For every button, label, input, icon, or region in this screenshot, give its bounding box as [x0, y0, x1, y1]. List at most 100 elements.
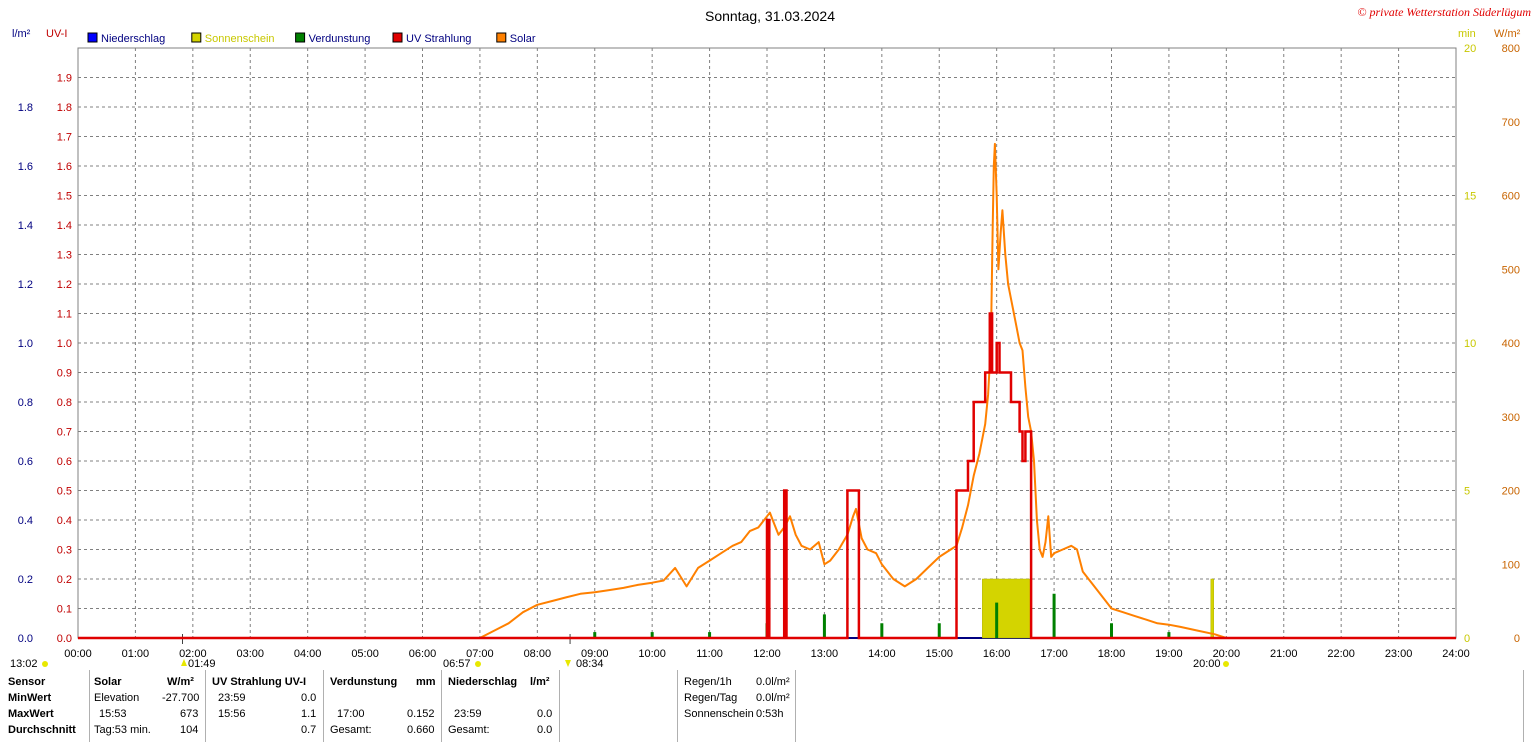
rain-tick-label: 0.8 [18, 397, 33, 409]
x-tick-label: 09:00 [581, 648, 609, 660]
evaporation-bar [1052, 593, 1056, 638]
solar-unit: W/m² [167, 676, 194, 688]
astro-moonset: 01:49 [188, 658, 216, 670]
rain-tick-label: 1.4 [18, 220, 33, 232]
solar-avg-label: Tag:53 min. [94, 724, 151, 736]
solar-avg-value: 104 [180, 724, 199, 736]
uv-tick-label: 1.0 [57, 338, 72, 350]
regen-1h-label: Regen/1h [684, 676, 732, 688]
legend-label: Verdunstung [309, 33, 371, 45]
rain-tick-label: 0.6 [18, 456, 33, 468]
series [78, 142, 1456, 640]
rain-tick-label: 0.4 [18, 515, 33, 527]
rain-total-label: Gesamt: [448, 724, 490, 736]
rain-header: Niederschlag [448, 676, 518, 688]
left-unit-rain: l/m² [12, 28, 31, 40]
evaporation-bar [880, 623, 884, 638]
evaporation-bar [1110, 623, 1113, 638]
solar-tick-label: 600 [1502, 191, 1520, 203]
divider [1523, 670, 1524, 742]
solar-series-line [479, 142, 1227, 639]
uv-tick-label: 1.4 [57, 220, 72, 232]
x-tick-label: 05:00 [351, 648, 379, 660]
evaporation-bar [822, 614, 826, 638]
uv-tick-label: 0.3 [57, 545, 72, 557]
uv-tick-label: 0.0 [57, 633, 72, 645]
uv-tick-label: 1.1 [57, 309, 72, 321]
x-tick-label: 23:00 [1385, 648, 1413, 660]
solar-min-label: Elevation [94, 692, 140, 704]
astro-sunrise: 06:57 [443, 658, 471, 670]
astro-left-edge: 13:02 [10, 658, 38, 670]
rain-unit: l/m² [530, 676, 550, 688]
divider [205, 670, 206, 742]
x-tick-label: 08:00 [524, 648, 552, 660]
weather-chart: 0.0 0.1 0.2 0.3 0.4 0.5 0.6 0.7 0.8 0.9 1.0 1.1 1.2 1… [10, 5, 1531, 670]
rain-max-value: 0.0 [537, 708, 553, 720]
row-label-sensor: Sensor [8, 676, 46, 688]
uv-min-time: 23:59 [218, 692, 246, 704]
statistics-table: Sensor MinWert MaxWert Durchschnitt Sola… [0, 670, 1536, 742]
uv-header: UV Strahlung UV-I [212, 676, 307, 688]
chart-title: Sonntag, 31.03.2024 [705, 8, 835, 24]
solar-tick-label: 800 [1502, 43, 1520, 55]
solar-max-value: 673 [180, 708, 199, 720]
sunshine-bar [982, 578, 1032, 639]
astro-moonrise: 08:34 [576, 658, 604, 670]
solar-tick-label: 400 [1502, 338, 1520, 350]
uv-tick-label: 1.3 [57, 250, 72, 262]
x-tick-label: 17:00 [1040, 648, 1068, 660]
rain-max-time: 23:59 [454, 708, 482, 720]
x-tick-label: 19:00 [1155, 648, 1183, 660]
uv-tick-label: 0.6 [57, 456, 72, 468]
uv-tick-label: 1.7 [57, 132, 72, 144]
uv-tick-label: 0.2 [57, 574, 72, 586]
evaporation-bar [708, 632, 712, 638]
x-tick-label: 20:00 [1213, 648, 1241, 660]
uv-series-line [78, 312, 1456, 640]
sun-tick-label: 0 [1464, 633, 1470, 645]
divider [795, 670, 796, 742]
uv-tick-label: 0.1 [57, 604, 72, 616]
sun-tick-label: 10 [1464, 338, 1476, 350]
solar-tick-label: 0 [1514, 633, 1520, 645]
x-tick-label: 15:00 [925, 648, 953, 660]
uv-tick-label: 0.7 [57, 427, 72, 439]
x-tick-label: 01:00 [122, 648, 150, 660]
legend-label: Niederschlag [101, 33, 165, 45]
evaporation-bar [593, 632, 597, 638]
sun-icon [42, 661, 48, 667]
x-tick-label: 16:00 [983, 648, 1011, 660]
uv-tick-label: 1.5 [57, 191, 72, 203]
left-unit-uv: UV-I [46, 28, 67, 40]
solar-min-value: -27.700 [162, 692, 200, 704]
row-label-max: MaxWert [8, 708, 54, 720]
legend-swatch [87, 32, 98, 43]
grid [77, 47, 1457, 639]
x-tick-label: 13:00 [811, 648, 839, 660]
evaporation-bar [650, 632, 654, 638]
uv-tick-label: 0.9 [57, 368, 72, 380]
uv-tick-label: 0.8 [57, 397, 72, 409]
rain-tick-label: 1.0 [18, 338, 33, 350]
uv-max-time: 15:56 [218, 708, 246, 720]
uv-tick-label: 0.4 [57, 515, 72, 527]
astro-sunset: 20:00 [1193, 658, 1221, 670]
evap-total-label: Gesamt: [330, 724, 372, 736]
regen-tag-value: 0.0l/m² [756, 692, 790, 704]
rain-tick-label: 1.8 [18, 102, 33, 114]
evap-unit: mm [416, 676, 436, 688]
x-tick-label: 12:00 [753, 648, 781, 660]
right-unit-wm2: W/m² [1494, 28, 1521, 40]
x-tick-label: 11:00 [696, 648, 723, 660]
sunshine-bar [1210, 578, 1214, 639]
sunrise-icon [475, 661, 481, 667]
uv-tick-label: 1.8 [57, 102, 72, 114]
rain-tick-label: 0.2 [18, 574, 33, 586]
evap-header: Verdunstung [330, 676, 398, 688]
solar-header: Solar [94, 676, 122, 688]
sun-tick-label: 15 [1464, 191, 1476, 203]
rain-tick-label: 1.6 [18, 161, 33, 173]
x-tick-label: 07:00 [466, 648, 494, 660]
uv-tick-label: 0.5 [57, 486, 72, 498]
